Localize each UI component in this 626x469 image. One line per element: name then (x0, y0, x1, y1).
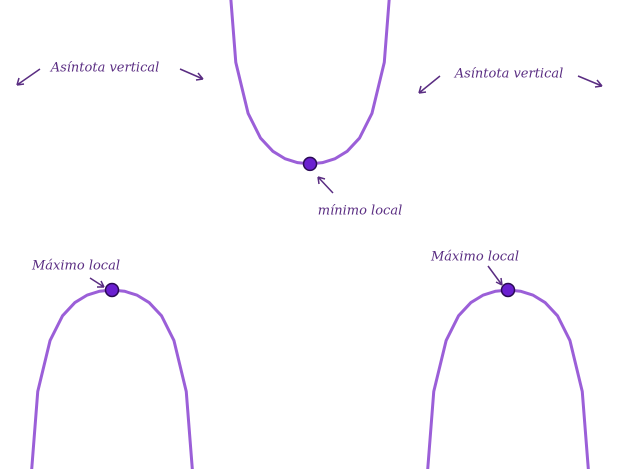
extremum-point (302, 156, 318, 172)
annotation: Máximo local (31, 259, 120, 274)
marks (30, 0, 590, 469)
arrow (179, 68, 204, 81)
arrow (487, 265, 503, 286)
arrow (16, 68, 41, 86)
annotation-arrows (16, 68, 603, 288)
annotation: Asíntota vertical (50, 61, 160, 76)
arrow (418, 75, 441, 94)
annotation: Máximo local (430, 250, 519, 265)
annotation: mínimo local (318, 204, 402, 219)
annotation: Asíntota vertical (454, 67, 564, 82)
arrow (577, 75, 603, 88)
extremum-point (500, 282, 516, 298)
extremum-point (104, 282, 120, 298)
arrow (89, 277, 105, 288)
arrow (317, 176, 334, 194)
